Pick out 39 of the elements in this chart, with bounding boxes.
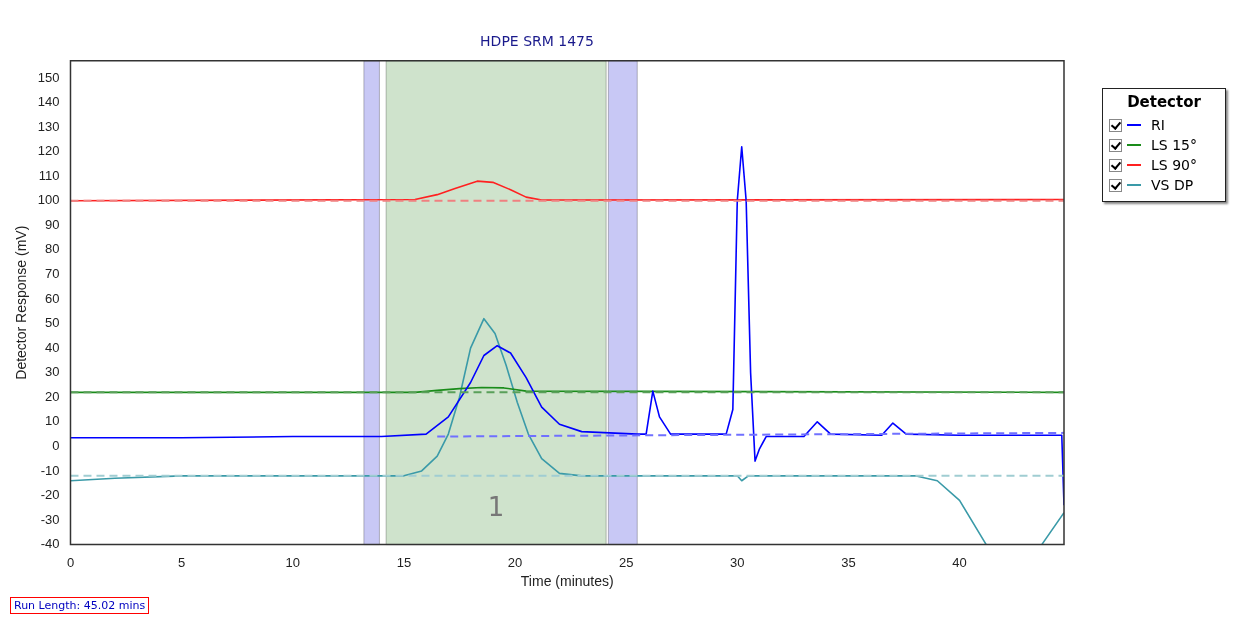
legend-label: RI (1151, 117, 1165, 133)
y-tick-label: -40 (40, 536, 60, 552)
y-tick-label: 50 (45, 315, 60, 331)
y-axis-title: Detector Response (mV) (13, 225, 30, 380)
x-tick-label: 5 (178, 554, 186, 570)
text: Run Length: 45.02 mins (10, 597, 150, 614)
y-tick-label: 40 (45, 339, 60, 355)
x-tick-label: 35 (841, 554, 856, 570)
legend-label: LS 90° (1151, 157, 1197, 173)
legend-label: VS DP (1151, 177, 1194, 193)
y-tick-label: 10 (45, 413, 60, 429)
x-tick-label: 20 (507, 554, 523, 570)
chart-title: HDPE SRM 1475 (480, 33, 594, 50)
y-tick-label: 140 (37, 94, 60, 110)
x-tick-label: 40 (952, 554, 967, 570)
x-tick-label: 0 (66, 554, 75, 570)
y-tick-label: 70 (45, 266, 60, 282)
x-axis-title: Time (minutes) (520, 573, 614, 590)
y-tick-label: 90 (45, 216, 60, 232)
y-tick-label: -10 (40, 462, 60, 478)
y-tick-label: 100 (37, 192, 60, 208)
x-tick-label: 10 (285, 554, 300, 570)
x-tick-label: 25 (618, 554, 634, 570)
y-tick-label: 120 (37, 143, 60, 159)
legend-label: LS 15° (1151, 137, 1197, 153)
legend-title: Detector (1126, 93, 1202, 111)
y-tick-label: 60 (45, 290, 60, 306)
y-tick-label: 150 (37, 69, 60, 85)
y-tick-label: 130 (37, 118, 60, 134)
x-tick-label: 30 (730, 554, 745, 570)
y-tick-label: 80 (45, 241, 60, 257)
y-tick-label: -30 (40, 511, 60, 527)
band-label: 1 (487, 492, 505, 523)
y-tick-label: 110 (38, 167, 60, 183)
x-tick-label: 15 (396, 554, 412, 570)
y-tick-label: 0 (52, 437, 60, 453)
y-tick-label: -20 (40, 487, 60, 503)
y-tick-label: 30 (45, 364, 60, 380)
y-tick-label: 20 (45, 388, 60, 404)
